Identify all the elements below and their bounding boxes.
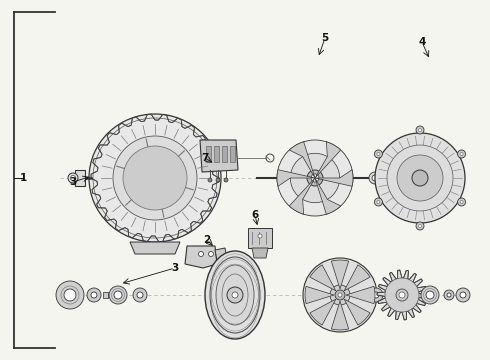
Circle shape xyxy=(418,129,421,131)
Circle shape xyxy=(373,292,379,298)
Circle shape xyxy=(421,286,439,304)
Circle shape xyxy=(113,136,197,220)
Polygon shape xyxy=(185,246,217,268)
Circle shape xyxy=(377,201,380,203)
Circle shape xyxy=(458,150,466,158)
Circle shape xyxy=(216,178,220,182)
Circle shape xyxy=(456,288,470,302)
Polygon shape xyxy=(248,228,272,248)
Circle shape xyxy=(290,153,340,203)
Polygon shape xyxy=(310,265,336,291)
Polygon shape xyxy=(206,146,211,162)
Circle shape xyxy=(209,252,214,257)
Circle shape xyxy=(396,289,408,301)
Circle shape xyxy=(330,285,350,305)
Circle shape xyxy=(208,178,212,182)
Circle shape xyxy=(227,287,243,303)
Circle shape xyxy=(133,288,147,302)
Text: 6: 6 xyxy=(251,210,259,220)
Circle shape xyxy=(114,291,122,299)
Circle shape xyxy=(71,176,75,180)
Circle shape xyxy=(399,292,405,298)
Circle shape xyxy=(277,140,353,216)
Circle shape xyxy=(369,288,383,302)
Circle shape xyxy=(137,292,143,298)
Text: 1: 1 xyxy=(20,173,26,183)
Circle shape xyxy=(460,153,463,156)
Polygon shape xyxy=(130,242,180,254)
Circle shape xyxy=(426,291,434,299)
Circle shape xyxy=(258,234,262,238)
Polygon shape xyxy=(215,248,227,260)
Circle shape xyxy=(335,290,345,300)
Circle shape xyxy=(56,281,84,309)
Circle shape xyxy=(412,170,428,186)
Circle shape xyxy=(460,292,466,298)
Circle shape xyxy=(458,198,466,206)
Text: 2: 2 xyxy=(203,235,211,245)
Circle shape xyxy=(374,198,382,206)
Circle shape xyxy=(68,173,78,183)
Circle shape xyxy=(460,201,463,203)
Polygon shape xyxy=(331,301,349,330)
Polygon shape xyxy=(315,142,341,178)
Circle shape xyxy=(64,289,76,301)
Circle shape xyxy=(232,292,238,298)
Polygon shape xyxy=(200,140,238,172)
Circle shape xyxy=(418,225,421,228)
Circle shape xyxy=(109,286,127,304)
Circle shape xyxy=(87,288,101,302)
Polygon shape xyxy=(344,265,370,291)
Circle shape xyxy=(198,252,203,257)
Circle shape xyxy=(91,292,97,298)
Ellipse shape xyxy=(205,251,265,339)
Polygon shape xyxy=(103,292,108,298)
Polygon shape xyxy=(346,286,375,303)
Circle shape xyxy=(374,150,382,158)
Polygon shape xyxy=(315,178,341,214)
Polygon shape xyxy=(310,299,336,325)
Circle shape xyxy=(447,293,451,297)
Polygon shape xyxy=(75,170,85,186)
Text: 3: 3 xyxy=(70,177,76,187)
Circle shape xyxy=(416,222,424,230)
Polygon shape xyxy=(315,170,353,186)
Polygon shape xyxy=(289,142,315,178)
Circle shape xyxy=(303,258,377,332)
Text: 7: 7 xyxy=(201,153,209,163)
Circle shape xyxy=(416,126,424,134)
Circle shape xyxy=(375,133,465,223)
Circle shape xyxy=(123,146,187,210)
Polygon shape xyxy=(277,170,315,186)
Circle shape xyxy=(372,175,378,181)
Circle shape xyxy=(385,278,419,312)
Ellipse shape xyxy=(216,265,254,325)
Polygon shape xyxy=(344,299,370,325)
Text: 5: 5 xyxy=(321,33,329,43)
Polygon shape xyxy=(230,146,235,162)
Circle shape xyxy=(338,293,342,297)
Circle shape xyxy=(444,290,454,300)
Circle shape xyxy=(311,174,319,182)
Polygon shape xyxy=(377,270,427,320)
Polygon shape xyxy=(331,260,349,289)
Ellipse shape xyxy=(89,114,221,242)
Text: 3: 3 xyxy=(172,263,179,273)
Polygon shape xyxy=(222,146,227,162)
Polygon shape xyxy=(305,286,334,303)
Circle shape xyxy=(397,155,443,201)
Polygon shape xyxy=(252,248,268,258)
Polygon shape xyxy=(214,146,219,162)
Circle shape xyxy=(307,170,323,186)
Circle shape xyxy=(224,178,228,182)
Circle shape xyxy=(369,172,381,184)
Circle shape xyxy=(387,145,453,211)
Polygon shape xyxy=(289,178,315,214)
Text: 4: 4 xyxy=(418,37,426,47)
Circle shape xyxy=(377,153,380,156)
